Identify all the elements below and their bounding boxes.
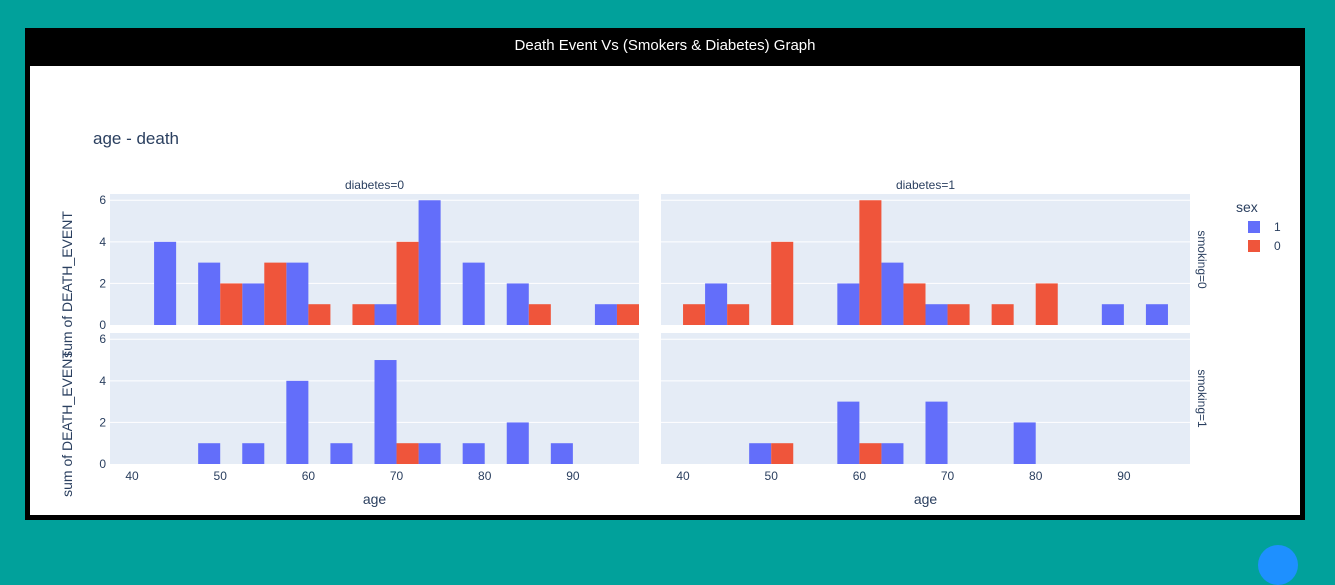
bar: [616, 304, 639, 325]
bar: [683, 304, 706, 325]
facet-column-label: diabetes=0: [345, 178, 404, 192]
x-tick-label: 50: [214, 469, 228, 483]
x-tick-label: 60: [853, 469, 867, 483]
bar: [881, 443, 904, 464]
facet-column-label: diabetes=1: [896, 178, 955, 192]
y-tick-label: 6: [99, 332, 106, 346]
bar: [330, 443, 353, 464]
bar: [749, 443, 772, 464]
x-tick-label: 90: [566, 469, 580, 483]
window-title: Death Event Vs (Smokers & Diabetes) Grap…: [514, 37, 816, 54]
bar: [837, 401, 860, 464]
y-tick-label: 0: [99, 457, 106, 471]
bar: [1101, 304, 1124, 325]
x-tick-label: 70: [941, 469, 955, 483]
bar: [506, 422, 529, 464]
y-tick-label: 2: [99, 415, 106, 429]
bar: [352, 304, 375, 325]
bar: [308, 304, 331, 325]
x-tick-label: 60: [302, 469, 316, 483]
bar: [528, 304, 551, 325]
bar: [418, 200, 441, 325]
chart-title: age - death: [93, 129, 179, 148]
legend-title: sex: [1236, 199, 1258, 215]
bar: [462, 443, 485, 464]
bar: [198, 443, 221, 464]
y-tick-label: 0: [99, 318, 106, 332]
y-tick-label: 2: [99, 276, 106, 290]
x-tick-label: 90: [1117, 469, 1131, 483]
x-tick-label: 50: [765, 469, 779, 483]
legend-swatch: [1248, 240, 1260, 252]
bar: [881, 262, 904, 325]
bar: [771, 443, 794, 464]
bar: [396, 443, 419, 464]
facet-row-label: smoking=0: [1195, 230, 1209, 289]
x-tick-label: 40: [125, 469, 139, 483]
bar: [727, 304, 750, 325]
legend-label: 1: [1274, 220, 1281, 234]
bar: [859, 443, 882, 464]
y-tick-label: 6: [99, 193, 106, 207]
bar: [859, 200, 882, 325]
x-tick-label: 40: [676, 469, 690, 483]
bar: [154, 241, 177, 325]
bar: [462, 262, 485, 325]
x-tick-label: 80: [478, 469, 492, 483]
bar: [506, 283, 529, 325]
bar: [771, 241, 794, 325]
bar: [418, 443, 441, 464]
bar: [925, 401, 948, 464]
x-axis-title: age: [914, 491, 938, 507]
bar: [903, 283, 926, 325]
legend-label: 0: [1274, 239, 1281, 253]
x-tick-label: 80: [1029, 469, 1043, 483]
bar: [1013, 422, 1036, 464]
bar: [947, 304, 970, 325]
bar: [374, 360, 397, 464]
bar: [396, 241, 419, 325]
x-tick-label: 70: [390, 469, 404, 483]
bar: [220, 283, 243, 325]
bar: [594, 304, 617, 325]
bar: [1145, 304, 1168, 325]
x-axis-title: age: [363, 491, 387, 507]
legend-swatch: [1248, 221, 1260, 233]
chart-window: Death Event Vs (Smokers & Diabetes) Grap…: [25, 28, 1305, 520]
facet-row-label: smoking=1: [1195, 369, 1209, 428]
y-tick-label: 4: [99, 235, 106, 249]
y-axis-title: sum of DEATH_EVENT: [59, 350, 75, 497]
bar: [198, 262, 221, 325]
y-axis-title: sum of DEATH_EVENT: [59, 211, 75, 358]
chart-panel: age - death 0 2 4 6 0 2 4 6 40 50 60 70 80 90 40 50 60 70 8…: [30, 66, 1300, 515]
bar: [264, 262, 287, 325]
bar: [550, 443, 573, 464]
bar: [286, 262, 309, 325]
bar: [374, 304, 397, 325]
floating-action-button[interactable]: [1258, 545, 1298, 585]
y-tick-label: 4: [99, 374, 106, 388]
bar: [286, 380, 309, 464]
bar: [242, 283, 265, 325]
bar: [705, 283, 728, 325]
bar: [242, 443, 265, 464]
bar: [1035, 283, 1058, 325]
bar: [991, 304, 1014, 325]
bar: [837, 283, 860, 325]
bar: [925, 304, 948, 325]
